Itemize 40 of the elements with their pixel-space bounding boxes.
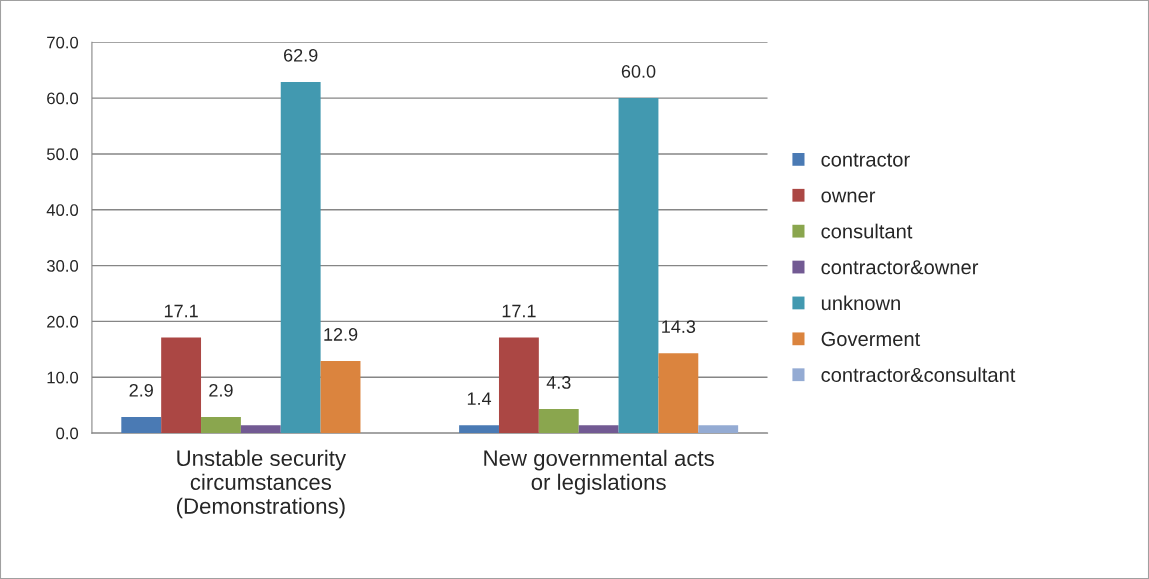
- x-tick-label: New governmental acts or legislations: [484, 449, 714, 495]
- bar: [658, 353, 699, 434]
- y-tick-label: 10.0: [47, 371, 79, 384]
- bar: [240, 425, 281, 434]
- bar: [201, 416, 241, 434]
- y-tick-label: 30.0: [46, 260, 79, 272]
- bar: [280, 81, 321, 434]
- data-label: 14.3: [662, 320, 696, 334]
- bar: [698, 425, 739, 434]
- data-label: 60.0: [621, 65, 656, 78]
- y-tick-label: 40.0: [46, 204, 79, 216]
- data-label: 2.9: [209, 383, 233, 397]
- legend-label: contractor: [821, 153, 910, 167]
- bar: [161, 337, 202, 434]
- y-tick-label: 0.0: [56, 427, 79, 440]
- y-tick-label: 50.0: [46, 148, 79, 161]
- bar: [320, 361, 361, 434]
- bar: [578, 425, 619, 434]
- y-tick-label: 60.0: [47, 92, 79, 105]
- legend-label: contractor&owner: [821, 260, 979, 275]
- bar: [618, 98, 659, 434]
- legend-label: consultant: [821, 223, 913, 239]
- data-label: 2.9: [129, 383, 153, 397]
- data-label: 1.4: [467, 392, 492, 405]
- data-label: 17.1: [502, 304, 536, 318]
- data-label: 62.9: [284, 48, 318, 62]
- bar: [498, 337, 539, 434]
- y-tick-label: 20.0: [47, 315, 79, 328]
- x-tick-label: Unstable security circumstances (Demonstrations): [177, 449, 347, 519]
- legend-label: Goverment: [821, 331, 921, 347]
- data-label: 12.9: [324, 328, 358, 341]
- bar: [459, 425, 499, 434]
- legend-label: owner: [821, 191, 876, 203]
- data-label: 4.3: [546, 376, 571, 389]
- legend-label: unknown: [821, 295, 900, 311]
- data-label: 17.1: [164, 304, 198, 318]
- bar: [538, 409, 579, 434]
- legend-label: contractor&consultant: [821, 367, 1016, 383]
- bar: [121, 416, 162, 434]
- y-tick-label: 70.0: [47, 36, 79, 49]
